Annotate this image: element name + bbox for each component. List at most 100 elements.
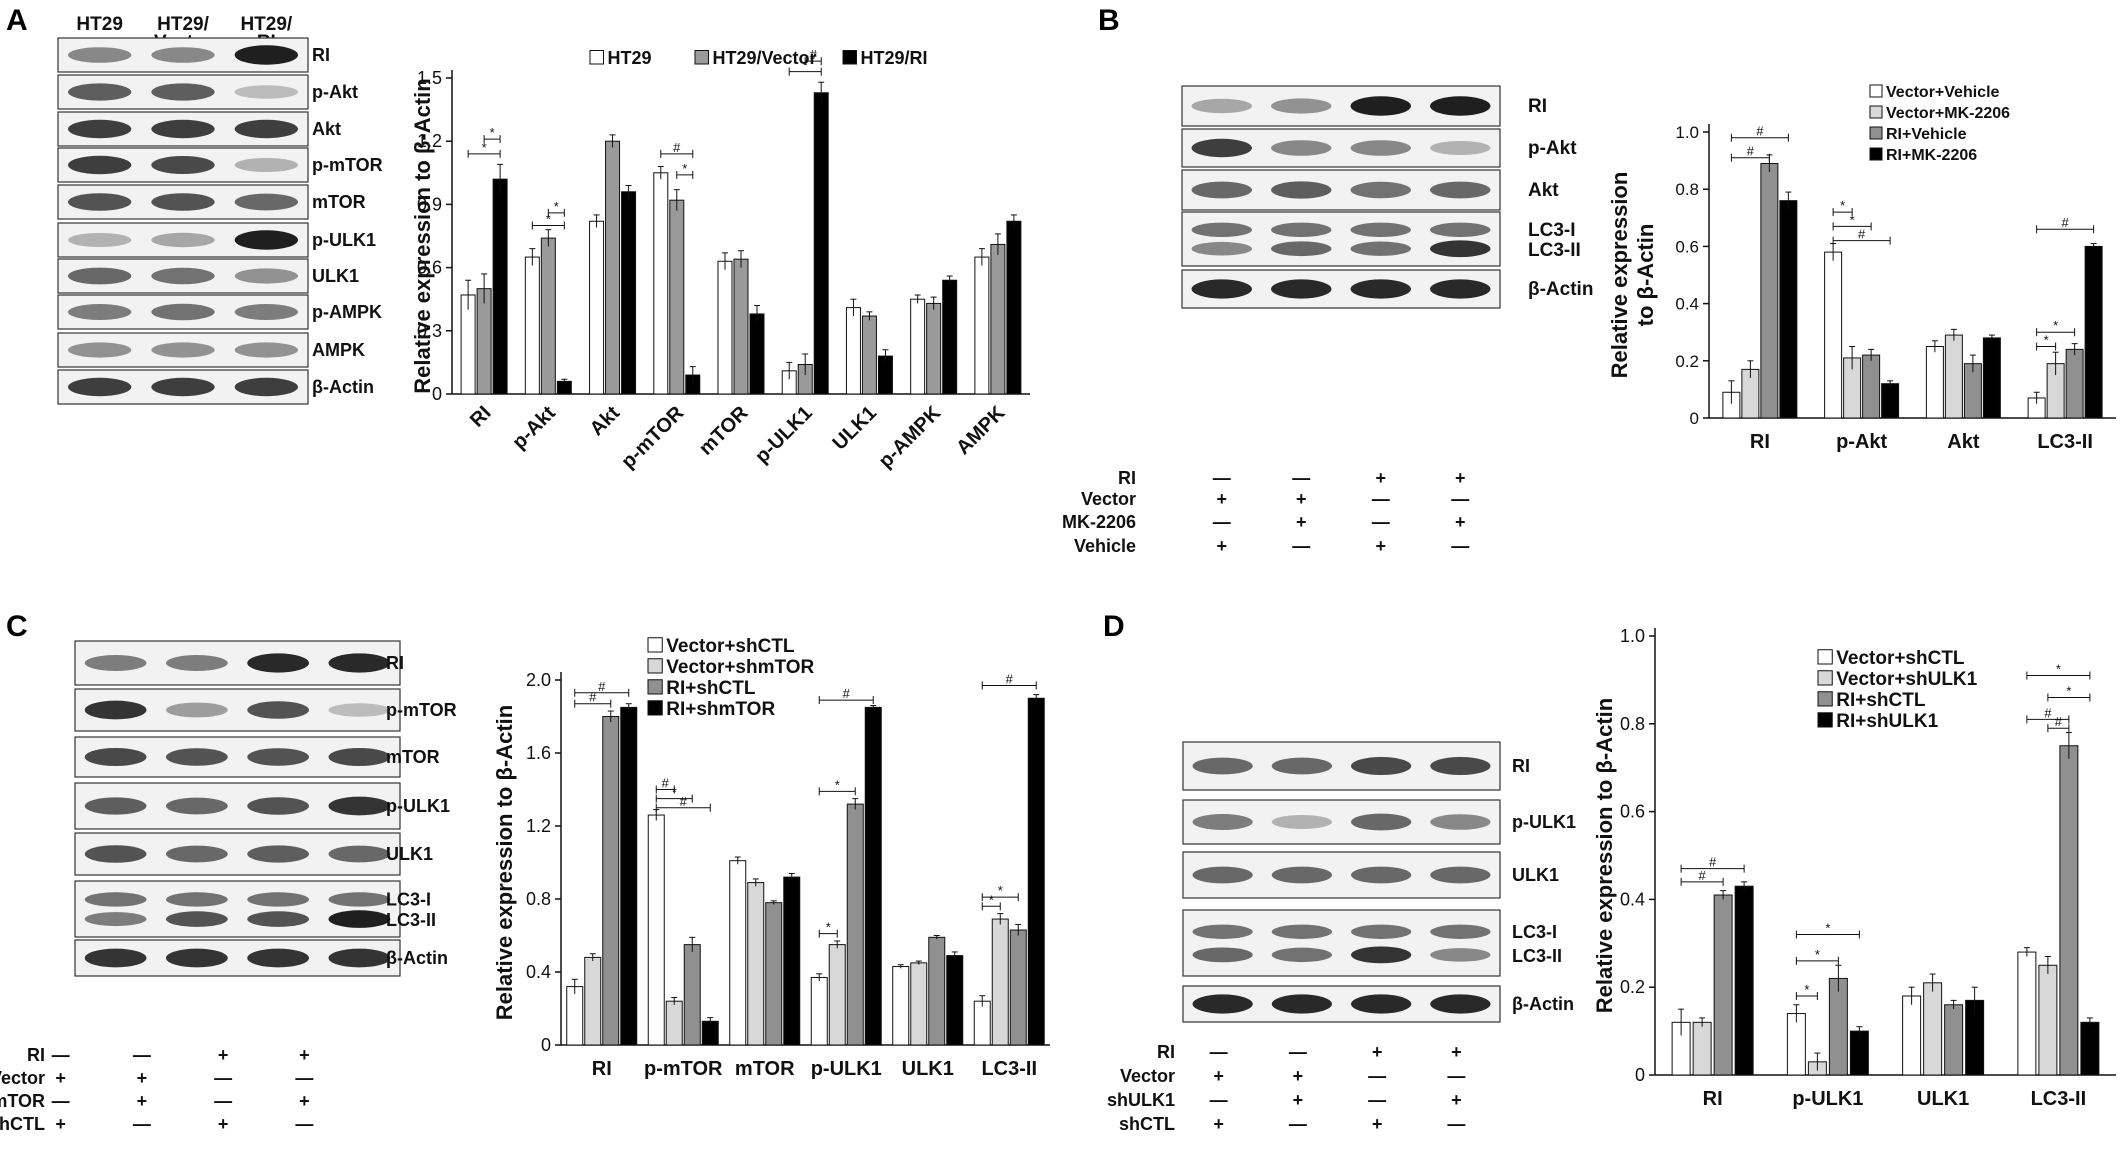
treatment-sign: —: [1292, 468, 1310, 488]
bar: [1944, 334, 1963, 419]
blot-band: [1350, 96, 1411, 116]
bar: [1944, 1004, 1964, 1076]
blot-row-label: β-Actin: [1512, 994, 1574, 1014]
blot-band: [1350, 241, 1411, 256]
blot-band: [1430, 181, 1491, 199]
legend-swatch: [1817, 649, 1833, 665]
bar: [991, 918, 1009, 1046]
blot-band: [1191, 98, 1252, 114]
bar: [1902, 995, 1922, 1076]
blot-band: [84, 797, 147, 815]
y-axis-label: to β-Actin: [1633, 224, 1658, 327]
blot-band: [166, 702, 228, 718]
treatment-sign: —: [295, 1068, 313, 1088]
y-tick-label: 1.6: [526, 743, 551, 763]
blot-row-label: p-mTOR: [386, 700, 457, 720]
treatment-sign: —: [1368, 1066, 1386, 1086]
blot-strip: [1182, 909, 1501, 977]
blot-band: [234, 45, 298, 65]
legend-label: Vector+shCTL: [666, 636, 795, 657]
bar: [845, 307, 861, 395]
treatment-label: shmTOR: [0, 1091, 45, 1111]
blot-band: [1271, 994, 1332, 1014]
blot-band: [68, 193, 132, 211]
x-tick-label: p-Akt: [1836, 431, 1887, 453]
blot-band: [166, 797, 228, 815]
bar: [828, 944, 846, 1046]
blot-band: [234, 119, 298, 139]
y-tick-label: 0.8: [526, 889, 551, 909]
blot-band: [1430, 994, 1491, 1014]
blot-band: [234, 230, 298, 250]
blot-band: [84, 845, 147, 863]
legend-label: RI+shCTL: [1836, 690, 1926, 711]
blot-band: [1271, 815, 1332, 829]
treatment-sign: —: [1447, 1066, 1465, 1086]
blot-band: [328, 796, 391, 816]
treatment-sign: —: [214, 1091, 232, 1111]
legend-label: Vector+Vehicle: [1886, 84, 2000, 101]
blot-row-label: p-AMPK: [312, 302, 382, 322]
treatment-sign: +: [1293, 1090, 1304, 1110]
legend-label: HT29: [608, 48, 652, 68]
treatment-sign: —: [1372, 489, 1390, 509]
significance-marker: *: [2053, 318, 2058, 333]
x-tick-label: p-ULK1: [751, 402, 817, 468]
x-tick-label: Akt: [586, 402, 625, 441]
significance-marker: *: [998, 883, 1003, 898]
treatment-sign: —: [1447, 1114, 1465, 1134]
y-tick-label: 0: [541, 1035, 551, 1055]
significance-marker: *: [546, 211, 551, 226]
blot-row-label: RI: [312, 45, 330, 65]
blot-band: [234, 268, 298, 284]
bar: [747, 882, 765, 1046]
bar: [647, 814, 665, 1046]
bar: [492, 178, 508, 395]
treatment-sign: +: [137, 1068, 148, 1088]
blot-row-label: mTOR: [312, 192, 366, 212]
bar: [926, 302, 942, 395]
blot-column-header: HT29/: [240, 14, 292, 35]
bar: [620, 706, 638, 1046]
blot-row-label: mTOR: [386, 747, 440, 767]
treatment-sign: —: [214, 1068, 232, 1088]
y-tick-label: 0: [432, 384, 442, 404]
legend-swatch: [1817, 712, 1833, 728]
bar: [1828, 977, 1848, 1076]
y-tick-label: 1.0: [1675, 123, 1699, 142]
bar: [566, 986, 584, 1046]
blot-row-label: p-ULK1: [1512, 812, 1576, 832]
blot-band: [68, 304, 132, 320]
bar: [928, 936, 946, 1046]
x-tick-label: Akt: [1947, 431, 1980, 453]
bar: [1779, 200, 1798, 419]
blot-band: [234, 85, 298, 99]
blot-band: [328, 653, 391, 673]
blot-band: [151, 193, 215, 211]
blot-band: [1192, 947, 1253, 963]
y-tick-label: 0: [1690, 409, 1699, 428]
bar: [846, 803, 864, 1046]
blot-row-label: ULK1: [312, 266, 359, 286]
legend-swatch: [1869, 84, 1883, 98]
bar: [2017, 951, 2037, 1076]
legend-label: Vector+shCTL: [1836, 648, 1965, 669]
bar: [1925, 346, 1944, 419]
legend-swatch: [647, 658, 663, 674]
significance-marker: #: [2044, 705, 2052, 720]
treatment-sign: +: [1455, 468, 1466, 488]
y-tick-label: 0.4: [1675, 295, 1699, 314]
treatment-sign: —: [1372, 512, 1390, 532]
blot-strip: [74, 880, 401, 938]
blot-band: [166, 892, 228, 907]
treatment-label: RI: [27, 1045, 45, 1065]
blot-row-label: RI: [386, 653, 404, 673]
treatment-sign: —: [133, 1045, 151, 1065]
significance-marker: #: [662, 776, 670, 791]
y-tick-label: 0.6: [1675, 237, 1699, 256]
treatment-sign: —: [1213, 468, 1231, 488]
blot-band: [1430, 222, 1491, 238]
blot-band: [1192, 924, 1253, 939]
blot-band: [1191, 138, 1252, 158]
treatment-sign: —: [1368, 1090, 1386, 1110]
